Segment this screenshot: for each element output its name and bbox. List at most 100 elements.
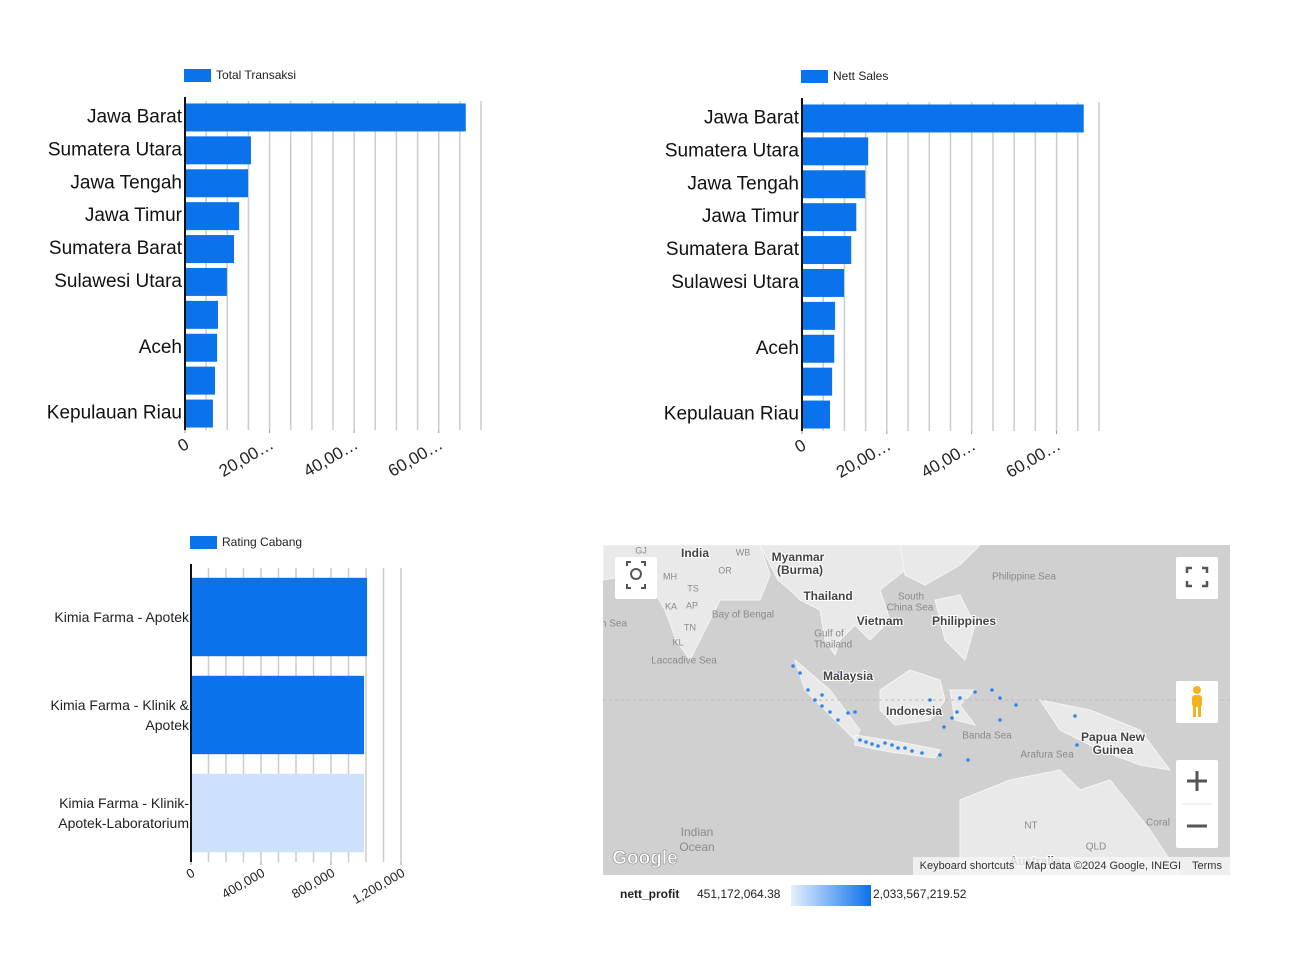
legend-label: Rating Cabang	[222, 535, 302, 549]
bar	[185, 202, 240, 231]
map[interactable]: India Myanmar(Burma) Thailand Vietnam Philip…	[601, 545, 1230, 875]
legend-label: Total Transaksi	[216, 68, 296, 82]
map-point	[870, 742, 874, 746]
map-point	[958, 696, 962, 700]
bar	[191, 577, 368, 657]
y-tick-label: Kimia Farma - Klinik & Apotek	[50, 697, 189, 733]
legend-swatch	[801, 70, 828, 83]
map-label: Indian	[681, 825, 714, 839]
y-tick-label: Jawa Tengah	[687, 173, 799, 194]
y-tick-label: Sumatera Barat	[49, 238, 183, 259]
map-point	[864, 740, 868, 744]
map-label: GJ	[635, 545, 647, 555]
legend-label: Nett Sales	[833, 69, 888, 83]
location-button[interactable]	[615, 557, 657, 599]
map-label: India	[681, 546, 709, 560]
bar	[185, 300, 218, 329]
map-label: Guinea	[1093, 743, 1134, 757]
map-label: OR	[718, 565, 732, 575]
y-tick-label: Jawa Tengah	[70, 172, 182, 193]
map-label: Indonesia	[886, 704, 942, 718]
fullscreen-button[interactable]	[1176, 557, 1218, 599]
bar	[802, 268, 845, 297]
map-point	[890, 743, 894, 747]
attribution: Map data ©2024 Google, INEGI	[1025, 860, 1181, 872]
map-logo: Google	[612, 848, 677, 869]
y-tick-label: Kimia Farma - Apotek	[54, 609, 189, 625]
map-point	[828, 710, 832, 714]
y-tick-label: Aceh	[756, 338, 799, 359]
map-label: (Burma)	[777, 563, 823, 577]
bar	[802, 137, 869, 166]
map-point	[938, 753, 942, 757]
x-tick-label: 40,00…	[300, 434, 361, 480]
map-label: Gulf of	[814, 629, 844, 640]
x-tick-label: 800,000	[289, 865, 337, 901]
map-label: QLD	[1086, 842, 1107, 853]
map-point	[806, 688, 810, 692]
y-tick-label: Sumatera Barat	[666, 239, 800, 260]
y-tick-label: Sulawesi Utara	[54, 271, 182, 292]
map-point	[838, 670, 842, 674]
x-tick-label: 400,000	[219, 865, 267, 901]
x-tick-label: 60,00…	[385, 434, 446, 480]
map-legend-max: 2,033,567,219.52	[873, 887, 967, 901]
bar	[185, 267, 227, 296]
map-label: MH	[663, 571, 677, 581]
map-point	[836, 718, 840, 722]
attribution-bar	[913, 857, 1230, 875]
attribution[interactable]: Terms	[1192, 860, 1222, 872]
attribution[interactable]: Keyboard shortcuts	[920, 860, 1015, 872]
x-tick-label: 20,00…	[833, 435, 894, 481]
map-point	[933, 710, 937, 714]
x-tick-label: 40,00…	[918, 435, 979, 481]
legend-swatch	[190, 536, 217, 549]
y-tick-label: Kepulauan Riau	[664, 404, 799, 425]
x-tick-label: 1,200,000	[350, 865, 408, 907]
category-label-box: Kimia Farma - Klinik & Apotek	[50, 697, 189, 733]
map-label: n Sea	[601, 619, 628, 630]
map-point	[1075, 743, 1079, 747]
category-label-box: Kimia Farma - Apotek	[54, 609, 189, 625]
y-tick-label: Jawa Timur	[702, 206, 800, 227]
pegman-button[interactable]	[1176, 681, 1218, 723]
map-label: Malaysia	[823, 669, 873, 683]
map-label: Thailand	[803, 589, 852, 603]
map-point	[928, 698, 932, 702]
map-point	[896, 746, 900, 750]
bar	[185, 399, 213, 428]
map-point	[820, 704, 824, 708]
map-label: Coral	[1146, 818, 1170, 829]
map-point	[990, 688, 994, 692]
map-point	[813, 698, 817, 702]
map-label: Ocean	[679, 840, 714, 854]
map-point	[942, 725, 946, 729]
map-point	[950, 716, 954, 720]
map-label: South	[898, 592, 924, 603]
map-point	[973, 690, 977, 694]
map-point	[798, 671, 802, 675]
map-point	[791, 664, 795, 668]
bar	[802, 170, 866, 199]
bar	[802, 367, 833, 396]
map-label: Thailand	[814, 640, 852, 651]
map-point	[903, 746, 907, 750]
bar	[185, 366, 216, 395]
bar	[802, 400, 831, 429]
map-point	[910, 749, 914, 753]
map-label: KL	[672, 637, 683, 647]
map-label: Papua New	[1081, 730, 1146, 744]
map-point	[920, 751, 924, 755]
map-point	[846, 711, 850, 715]
bar	[802, 334, 835, 363]
x-tick-label: 0	[175, 434, 193, 455]
bar	[802, 104, 1084, 133]
zoom-controls[interactable]	[1176, 760, 1218, 848]
category-label-box: Kimia Farma - Klinik-Apotek-Laboratorium	[58, 795, 189, 831]
y-tick-label: Jawa Timur	[85, 205, 183, 226]
map-label: KA	[665, 601, 677, 611]
bar	[802, 301, 836, 330]
bar	[191, 675, 365, 755]
